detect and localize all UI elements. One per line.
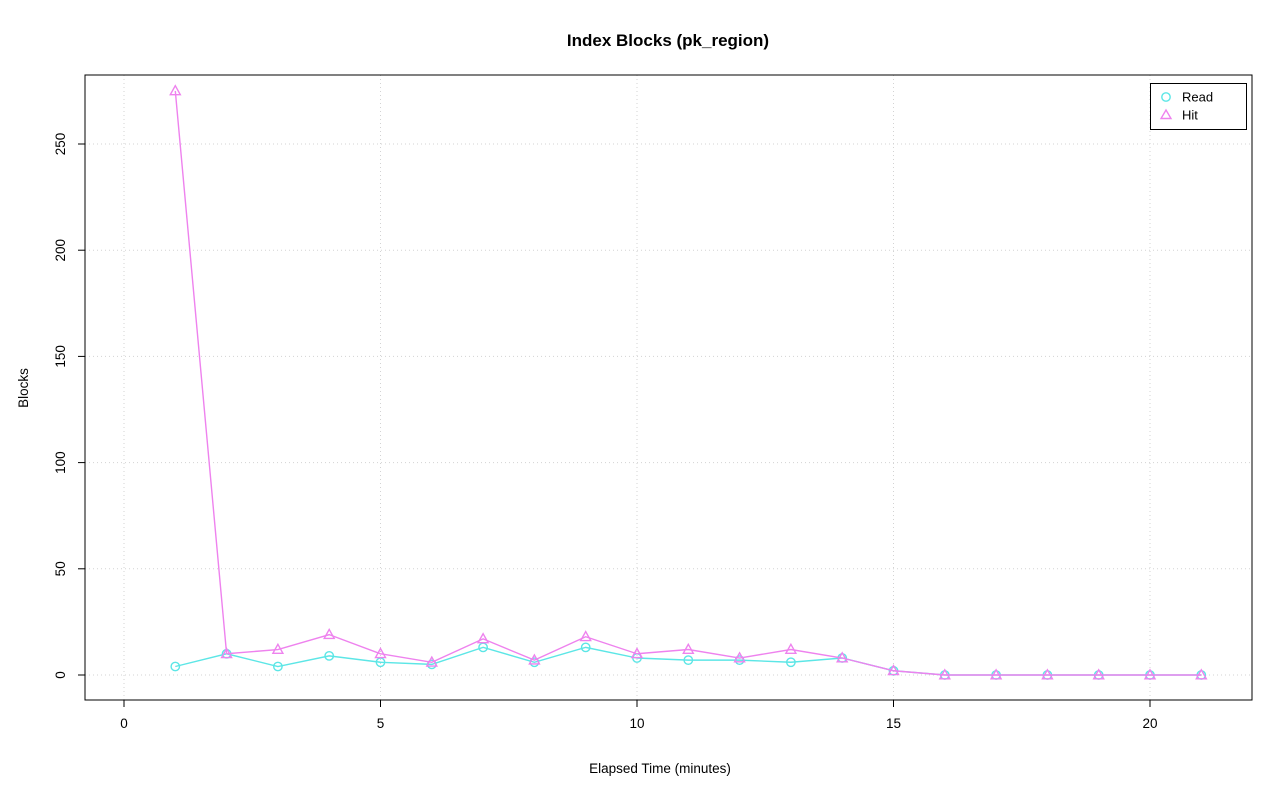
marker-triangle — [528, 653, 541, 665]
y-tick-label: 150 — [53, 345, 68, 368]
marker-triangle — [733, 651, 746, 663]
marker-triangle — [682, 642, 695, 655]
marker-triangle — [374, 647, 387, 659]
legend-box — [1150, 83, 1247, 130]
marker-triangle — [938, 668, 951, 680]
marker-triangle — [476, 632, 490, 644]
x-tick-label: 10 — [629, 716, 644, 731]
y-axis-label: Blocks — [16, 368, 31, 408]
marker-circle — [786, 657, 796, 668]
chart-title: Index Blocks (pk_region) — [567, 31, 769, 50]
legend: Read Hit — [1150, 83, 1247, 130]
marker-circle — [580, 642, 591, 653]
x-tick-label: 15 — [886, 716, 901, 731]
marker-circle — [324, 650, 335, 661]
marker-triangle — [220, 647, 233, 659]
marker-triangle — [1092, 668, 1105, 680]
series-layer — [169, 84, 1208, 680]
plot-border — [84, 74, 1253, 701]
series-markers-hit — [169, 84, 1208, 680]
marker-triangle — [989, 668, 1003, 680]
marker-circle — [272, 661, 283, 672]
x-tick-label: 20 — [1142, 716, 1157, 731]
marker-triangle — [169, 84, 182, 96]
marker-triangle — [630, 647, 644, 659]
x-axis-label: Elapsed Time (minutes) — [589, 761, 731, 776]
marker-triangle — [887, 664, 900, 676]
series-line-hit — [174, 90, 1202, 676]
marker-triangle — [271, 642, 285, 655]
x-axis: 0 5 10 15 20 — [120, 700, 1158, 731]
legend-label-read: Read — [1182, 90, 1213, 105]
x-tick-label: 0 — [120, 716, 128, 731]
legend-read-marker-icon — [1161, 92, 1171, 102]
y-tick-label: 0 — [53, 671, 68, 679]
y-tick-label: 250 — [53, 133, 68, 156]
marker-circle — [170, 661, 181, 672]
marker-triangle — [579, 630, 592, 642]
marker-triangle — [784, 642, 798, 655]
marker-triangle — [1143, 668, 1157, 680]
legend-label-hit: Hit — [1182, 108, 1198, 123]
marker-circle — [683, 655, 694, 666]
marker-triangle — [1041, 668, 1054, 680]
legend-hit-marker-icon — [1159, 108, 1173, 120]
y-tick-label: 100 — [53, 451, 68, 474]
marker-triangle — [1195, 668, 1208, 680]
marker-triangle — [836, 651, 849, 663]
y-axis: 0 50 100 150 200 250 — [53, 133, 85, 679]
marker-triangle — [425, 655, 438, 667]
x-tick-label: 5 — [377, 716, 385, 731]
y-tick-label: 200 — [53, 239, 68, 262]
marker-triangle — [323, 628, 336, 640]
plot-grid — [85, 75, 1252, 700]
y-tick-label: 50 — [53, 561, 68, 576]
